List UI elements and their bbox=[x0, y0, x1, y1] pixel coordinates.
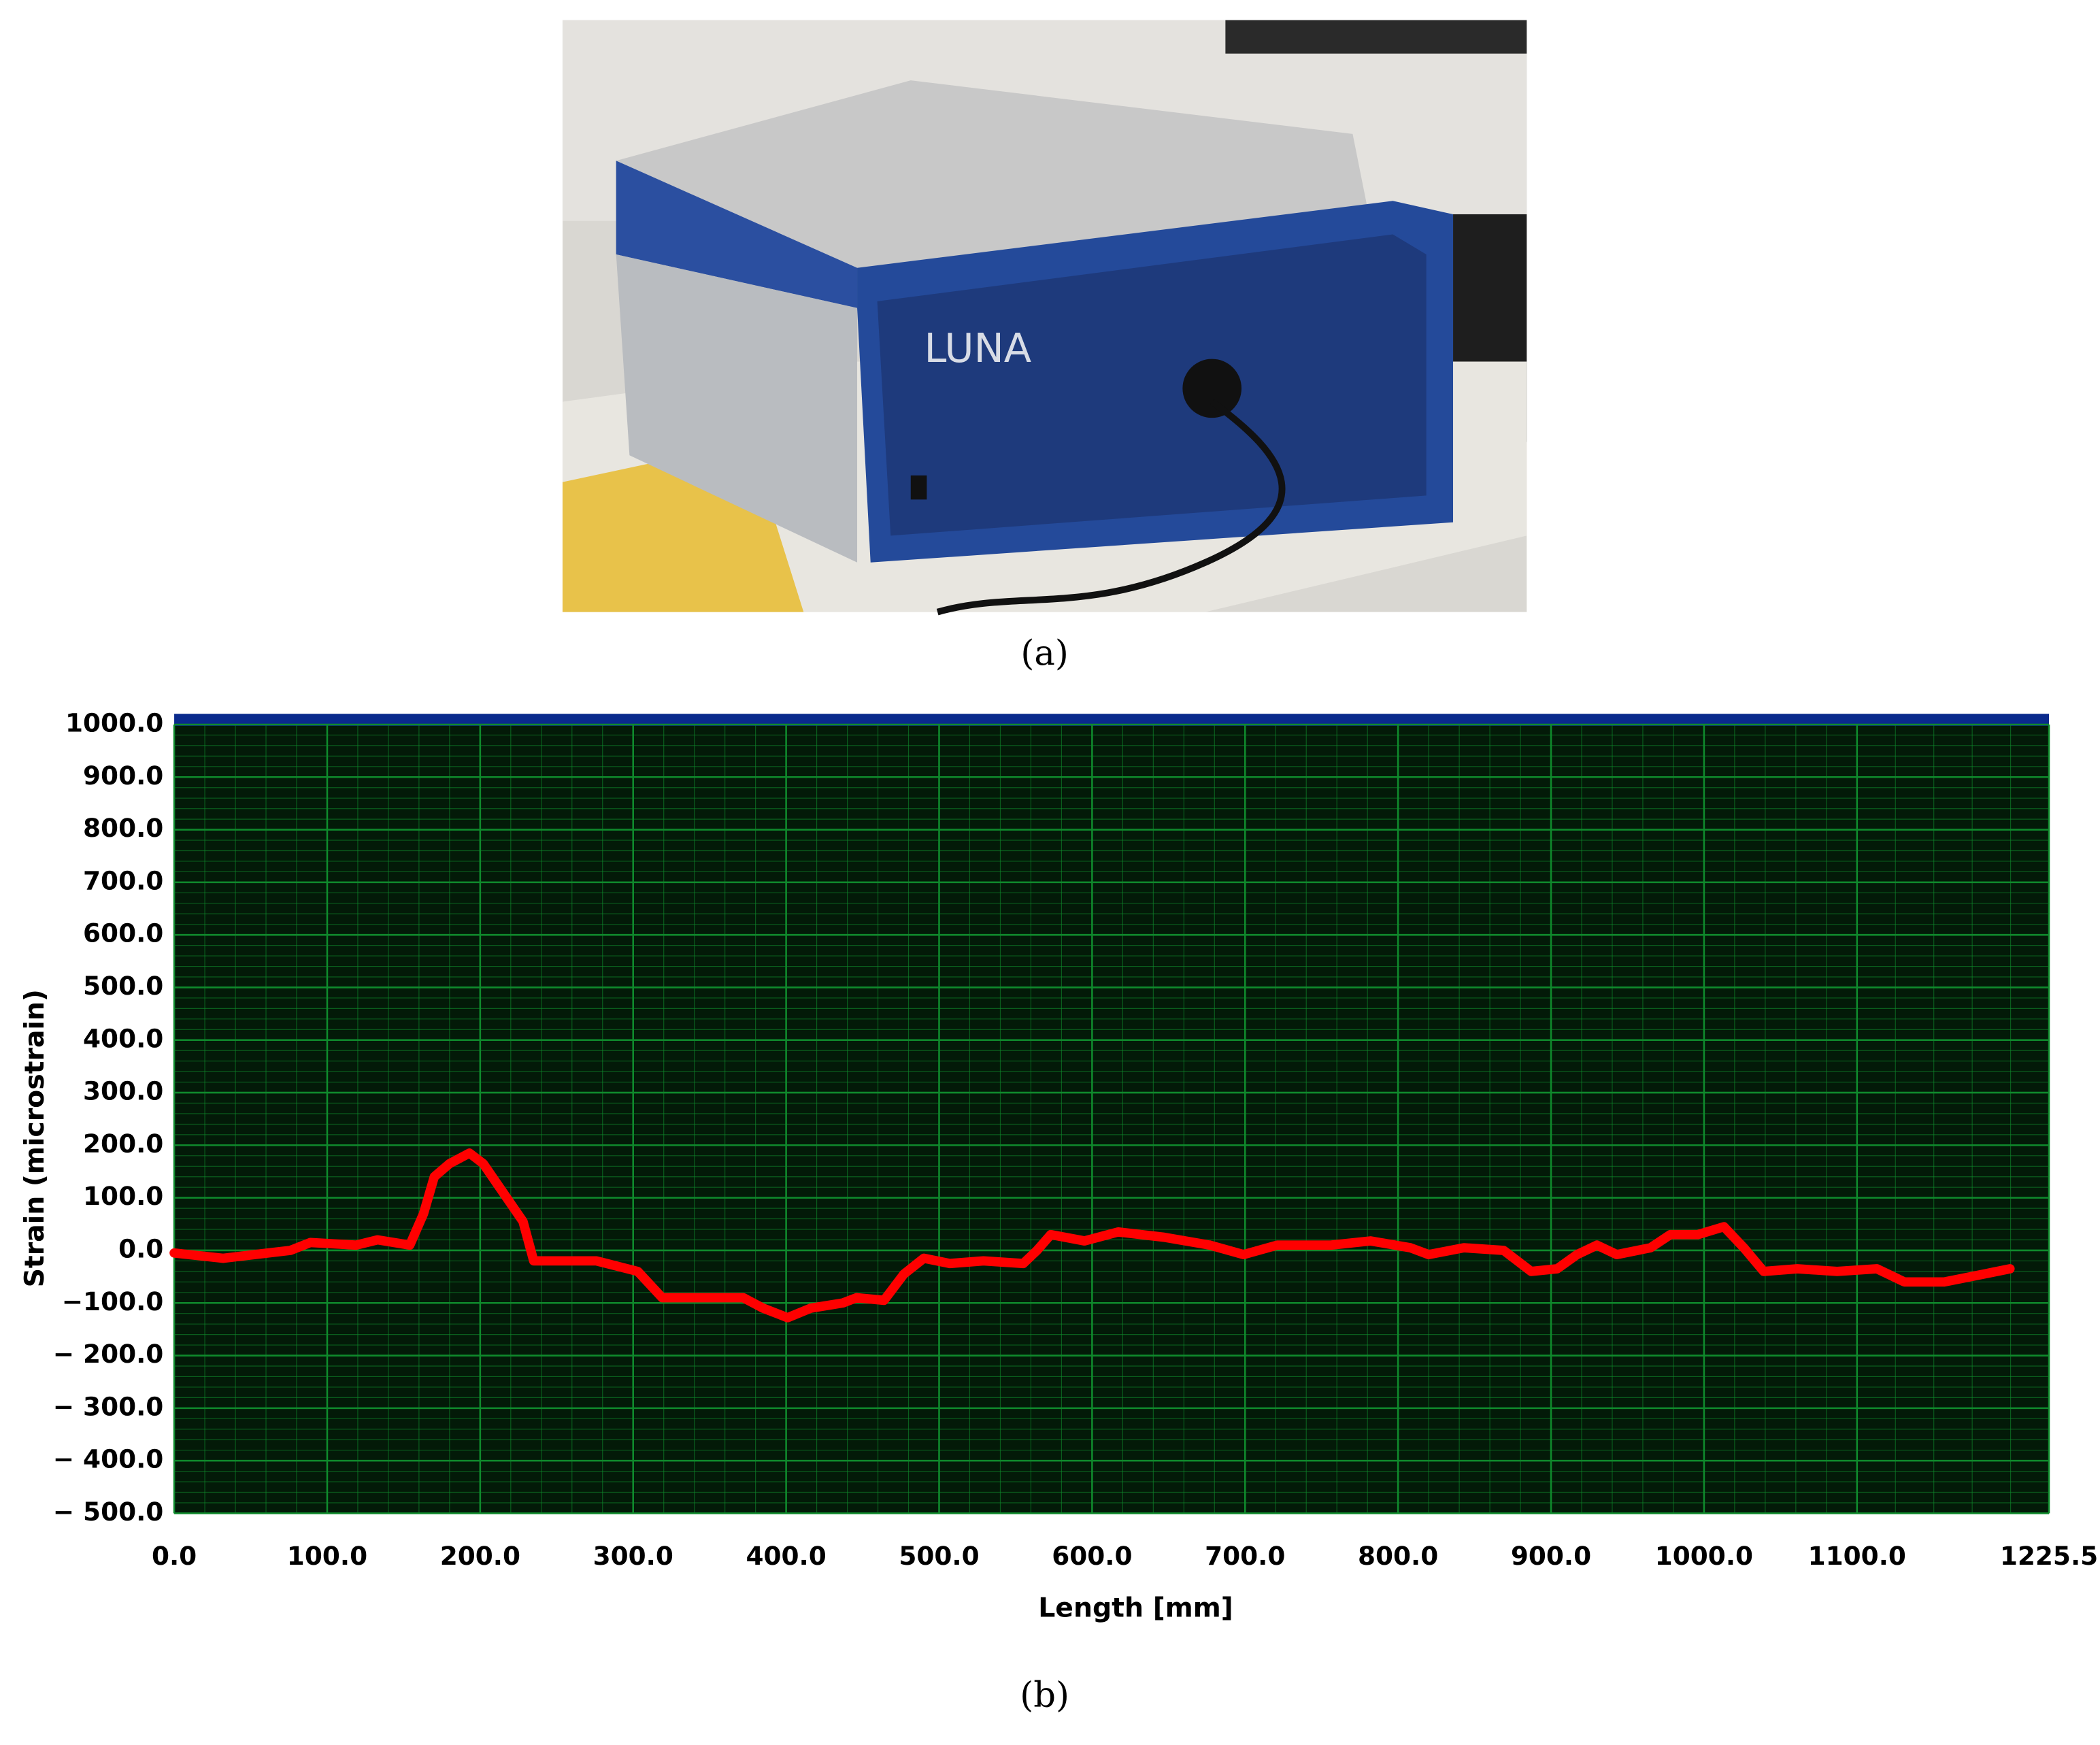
y-tick-label: 0.0 bbox=[118, 1233, 163, 1263]
y-tick-label: − 400.0 bbox=[53, 1444, 164, 1474]
x-tick-label: 600.0 bbox=[1052, 1541, 1132, 1571]
x-tick-label: 500.0 bbox=[899, 1541, 979, 1571]
photo-logo: LUNA bbox=[924, 325, 1031, 371]
y-tick-label: 500.0 bbox=[83, 971, 163, 1001]
panel-label: (a) bbox=[1020, 633, 1068, 674]
y-tick-label: 1000.0 bbox=[65, 708, 163, 737]
y-tick-label: 900.0 bbox=[83, 761, 163, 791]
x-tick-label: 800.0 bbox=[1358, 1541, 1438, 1571]
panel-label: (b) bbox=[1020, 1675, 1069, 1716]
y-tick-label: 100.0 bbox=[83, 1181, 163, 1211]
x-tick-label: 1100.0 bbox=[1808, 1541, 1906, 1571]
y-tick-label: 400.0 bbox=[83, 1023, 163, 1053]
y-tick-label: 300.0 bbox=[83, 1076, 163, 1106]
y-tick-label: − 300.0 bbox=[53, 1391, 164, 1421]
y-tick-label: 200.0 bbox=[83, 1129, 163, 1159]
x-tick-label: 1000.0 bbox=[1655, 1541, 1753, 1571]
y-tick-label: −100.0 bbox=[62, 1286, 164, 1316]
y-tick-label: 600.0 bbox=[83, 918, 163, 948]
y-axis-title: Strain (microstrain) bbox=[19, 989, 50, 1287]
photo: LUNA bbox=[562, 20, 1527, 616]
x-tick-label: 700.0 bbox=[1205, 1541, 1285, 1571]
x-tick-label: 400.0 bbox=[746, 1541, 826, 1571]
y-tick-label: − 200.0 bbox=[53, 1339, 164, 1369]
x-tick-label: 200.0 bbox=[440, 1541, 520, 1571]
x-tick-label: 100.0 bbox=[287, 1541, 367, 1571]
strain-line bbox=[169, 1148, 2015, 1323]
plot-top-bar bbox=[174, 714, 2050, 726]
plot-background bbox=[174, 724, 2050, 1514]
y-tick-label: 700.0 bbox=[83, 865, 163, 895]
x-axis-title: Length [mm] bbox=[1038, 1593, 1233, 1624]
y-tick-label: − 500.0 bbox=[53, 1497, 164, 1527]
x-tick-label: 0.0 bbox=[152, 1541, 197, 1571]
x-tick-label: 300.0 bbox=[593, 1541, 673, 1571]
x-tick-label: 1225.5 bbox=[2000, 1541, 2098, 1571]
x-tick-label: 900.0 bbox=[1511, 1541, 1591, 1571]
y-tick-label: 800.0 bbox=[83, 813, 163, 843]
